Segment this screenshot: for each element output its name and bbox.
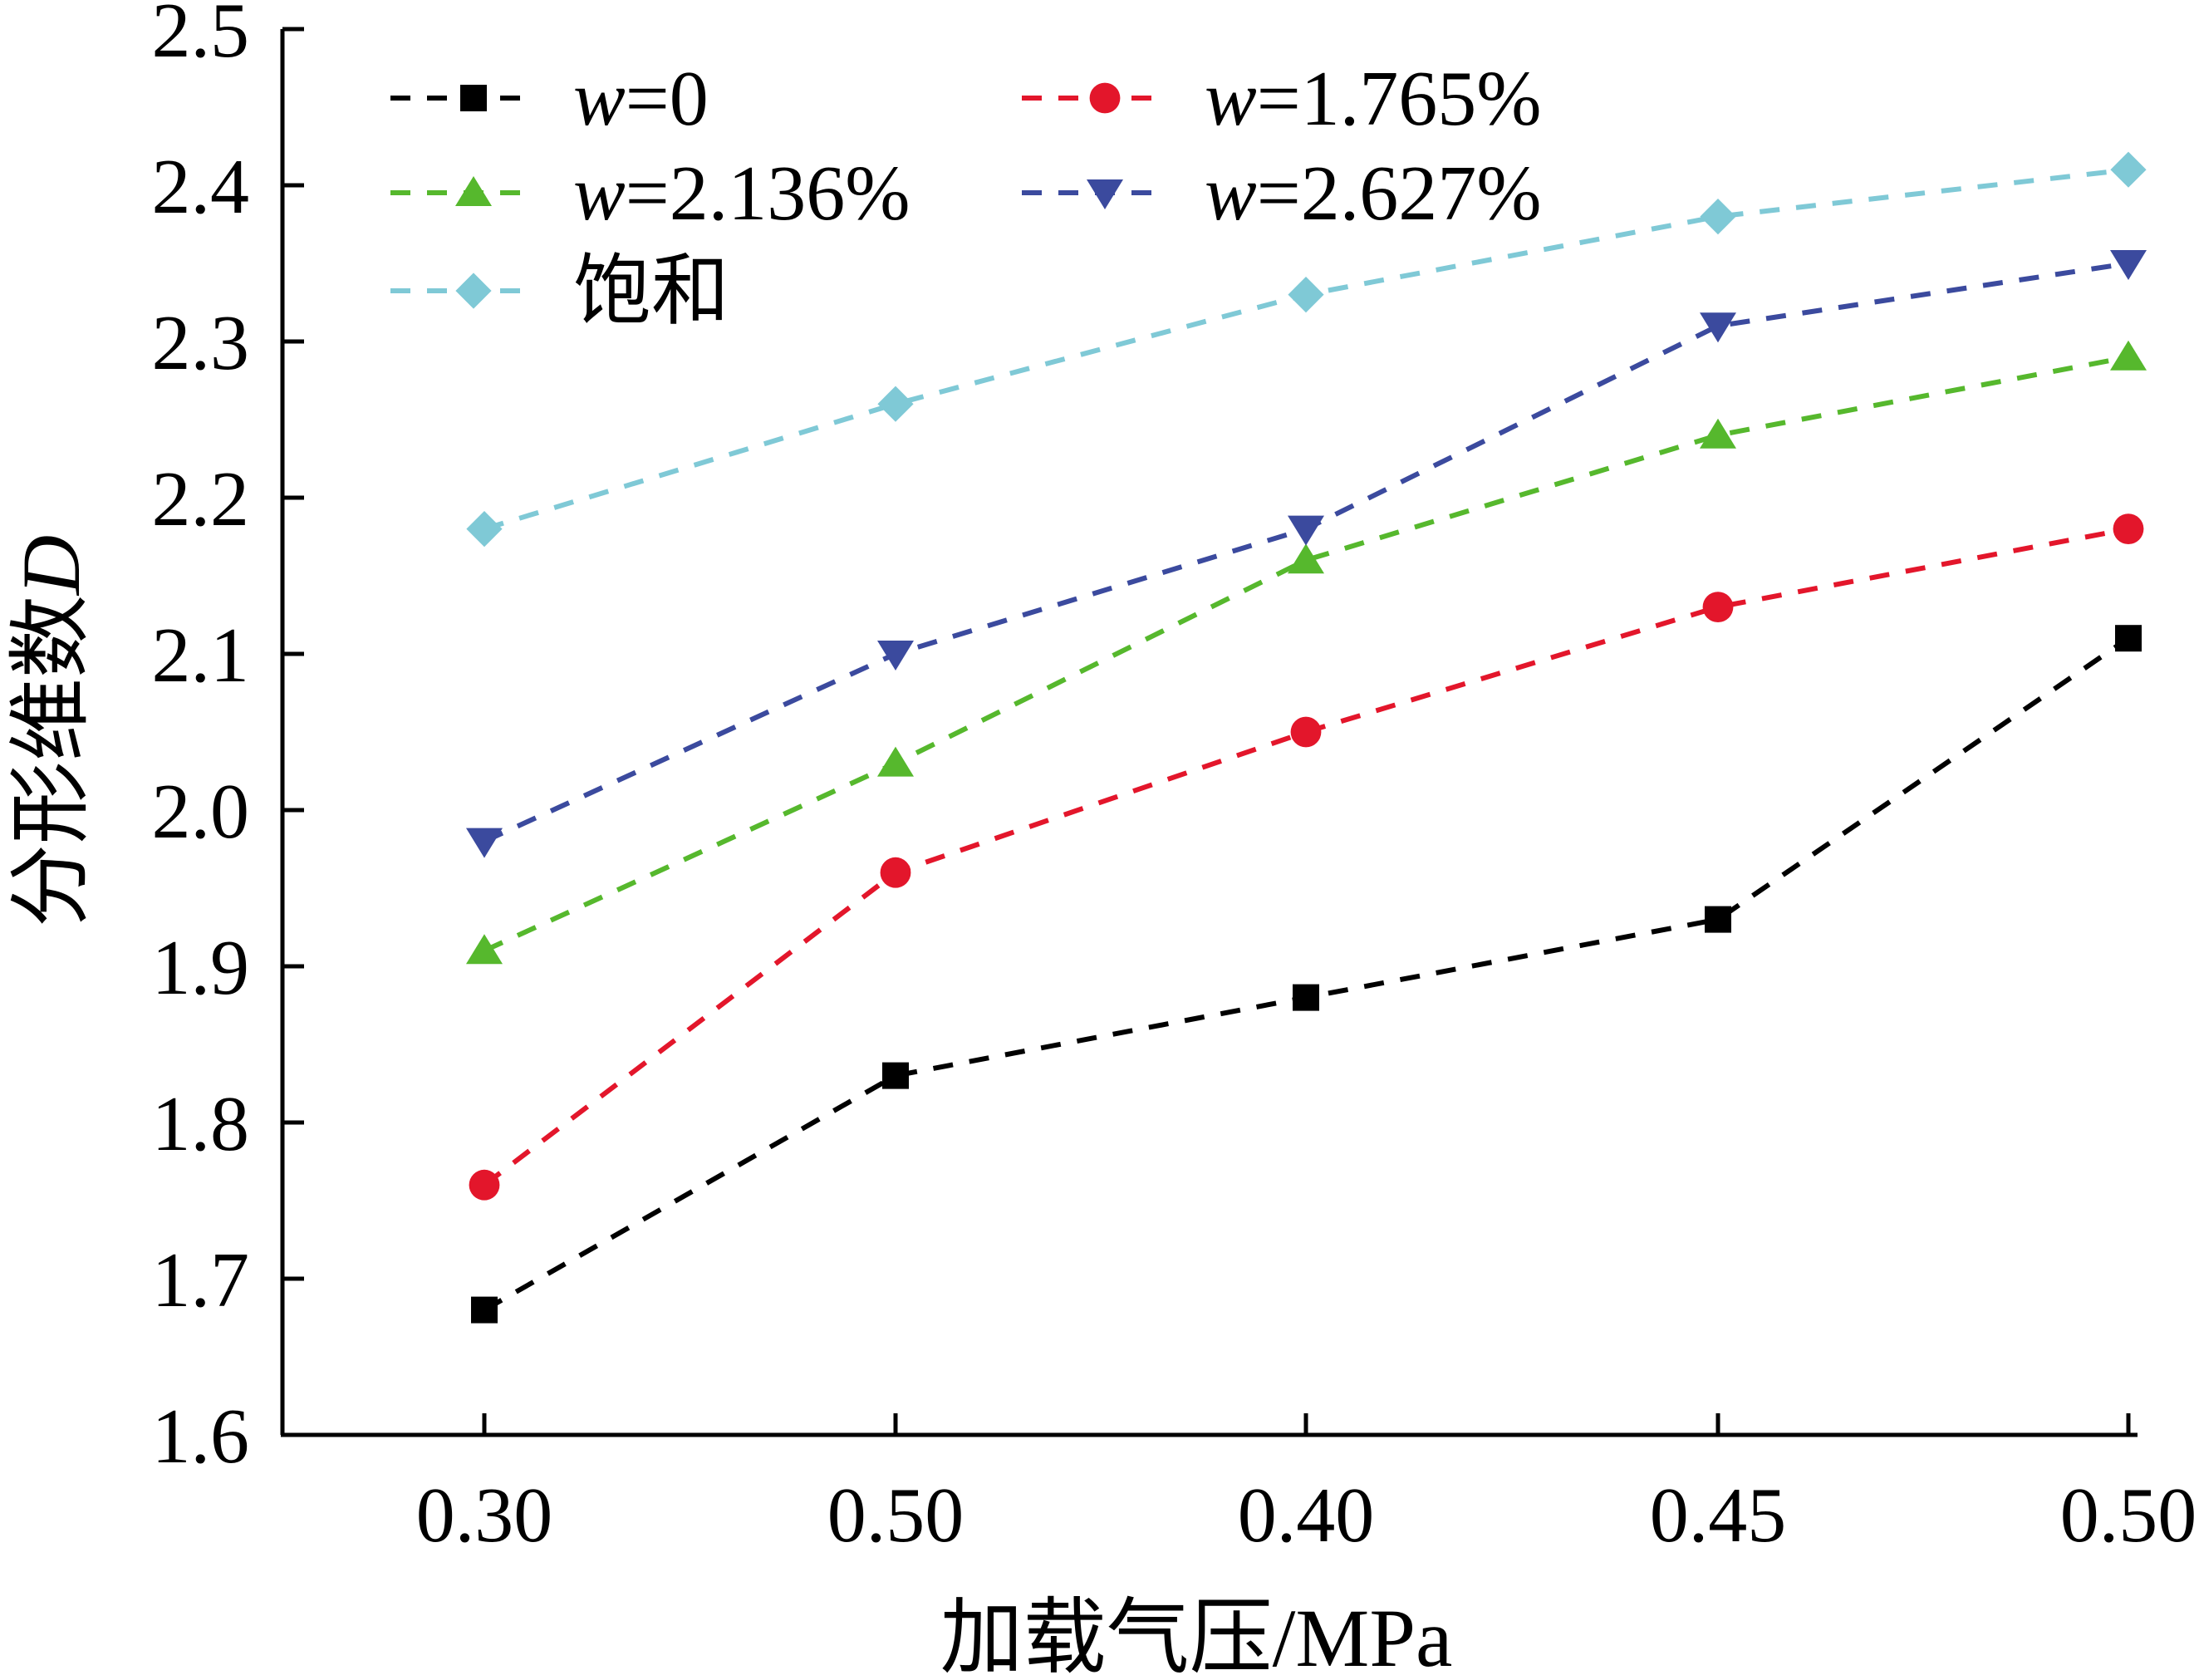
y-axis-title: 分形维数D bbox=[5, 535, 97, 927]
x-tick-label: 0.50 bbox=[827, 1472, 964, 1559]
data-point bbox=[471, 1296, 498, 1324]
data-point bbox=[1705, 906, 1731, 933]
y-tick-label: 2.5 bbox=[152, 0, 250, 74]
data-point bbox=[1702, 592, 1734, 622]
series-line bbox=[483, 526, 2129, 1187]
legend-marker bbox=[455, 176, 492, 206]
x-axis-title: 加载气压/MPa bbox=[940, 1592, 1453, 1680]
legend-marker bbox=[455, 273, 492, 309]
data-point bbox=[466, 934, 503, 965]
data-point bbox=[2115, 625, 2142, 652]
y-tick-label: 1.8 bbox=[152, 1081, 250, 1167]
x-tick-label: 0.40 bbox=[1238, 1472, 1375, 1559]
y-tick-label: 2.0 bbox=[152, 769, 250, 855]
axes bbox=[280, 29, 2138, 1437]
data-point bbox=[1700, 418, 1736, 449]
x-tick-label: 0.30 bbox=[416, 1472, 553, 1559]
y-tick-label: 2.1 bbox=[152, 612, 250, 699]
data-point bbox=[882, 1062, 909, 1089]
legend-marker bbox=[460, 85, 487, 111]
legend-marker bbox=[1089, 82, 1121, 114]
legend-label: w=2.627% bbox=[1205, 150, 1542, 237]
data-point bbox=[466, 828, 503, 858]
series-line bbox=[483, 354, 2129, 953]
data-point bbox=[2110, 151, 2147, 188]
data-point bbox=[877, 641, 914, 671]
data-point bbox=[1293, 984, 1319, 1011]
data-point bbox=[1700, 312, 1736, 343]
y-tick-label: 2.3 bbox=[152, 300, 250, 386]
legend-label: w=0 bbox=[573, 56, 709, 142]
y-tick-label: 2.2 bbox=[152, 456, 250, 543]
data-point bbox=[466, 511, 503, 548]
data-point bbox=[2110, 250, 2147, 280]
y-axis-title-var: D bbox=[5, 535, 97, 597]
data-point bbox=[877, 746, 914, 777]
legend-label: 饱和 bbox=[573, 248, 729, 335]
legend-label: w=1.765% bbox=[1205, 56, 1542, 142]
series-markers bbox=[466, 151, 2147, 1324]
y-tick-label: 1.9 bbox=[152, 925, 250, 1011]
data-point bbox=[877, 386, 914, 422]
data-point bbox=[1288, 515, 1324, 546]
data-point bbox=[1290, 716, 1322, 748]
y-tick-label: 1.6 bbox=[152, 1393, 250, 1480]
x-tick-label: 0.50 bbox=[2060, 1472, 2194, 1559]
data-point bbox=[1700, 199, 1736, 235]
data-point bbox=[1288, 277, 1324, 313]
legend-label: w=2.136% bbox=[573, 150, 910, 237]
x-ticks: 0.30 0.50 0.40 0.45 0.50 bbox=[416, 1413, 2194, 1559]
data-point bbox=[1288, 543, 1324, 574]
data-point bbox=[469, 1169, 500, 1201]
data-point bbox=[2110, 340, 2147, 371]
y-ticks: 1.6 1.7 1.8 1.9 2.0 2.1 2.2 2.3 2.4 2.5 bbox=[152, 0, 304, 1480]
y-axis-title-text: 分形维数 bbox=[5, 595, 97, 927]
legend: w=0 w=1.765% w=2.136% w=2.627% 饱和 bbox=[390, 56, 1542, 335]
y-tick-label: 1.7 bbox=[152, 1237, 250, 1324]
x-tick-label: 0.45 bbox=[1650, 1472, 1787, 1559]
legend-marker bbox=[1087, 179, 1123, 209]
y-tick-label: 2.4 bbox=[152, 144, 250, 230]
data-point bbox=[880, 857, 911, 888]
data-point bbox=[2113, 513, 2144, 544]
